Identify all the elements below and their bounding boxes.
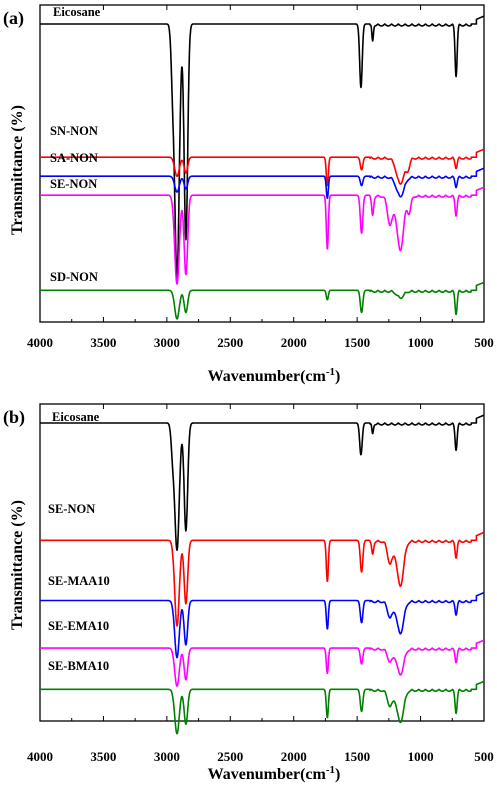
x-tick-label: 3000	[154, 335, 180, 350]
panel-label: (b)	[3, 407, 25, 428]
series-label: SE-BMA10	[48, 659, 109, 673]
series-label: SE-NON	[48, 502, 95, 516]
panel-label: (a)	[3, 8, 24, 29]
spectrum-line-eicosane	[39, 414, 485, 552]
x-tick-label: 1500	[344, 749, 370, 764]
x-tick-label: 3500	[90, 749, 116, 764]
x-tick-label: 2000	[281, 335, 307, 350]
x-tick-label: 3000	[154, 749, 180, 764]
x-tick-label: 1000	[408, 749, 434, 764]
x-tick-label: 2000	[281, 749, 307, 764]
spectrum-line-sn-non	[39, 148, 485, 187]
x-axis-title: Wavenumber(cm-1)	[208, 366, 341, 385]
series-label: SN-NON	[50, 124, 98, 138]
x-tick-label: 500	[474, 335, 494, 350]
spectrum-line-se-ema10	[39, 639, 485, 687]
x-tick-label: 4000	[27, 749, 53, 764]
series-label: Eicosane	[53, 5, 101, 19]
spectrum-line-sa-non	[39, 167, 485, 199]
x-tick-label: 2500	[217, 335, 243, 350]
x-tick-label: 1000	[408, 335, 434, 350]
spectrum-line-se-bma10	[39, 680, 485, 735]
series-label: SE-EMA10	[48, 619, 109, 633]
x-tick-label: 3500	[90, 335, 116, 350]
spectrum-line-se-maa10	[39, 591, 485, 659]
y-axis-title: Transmittance (%)	[9, 500, 26, 630]
plot-frame	[39, 4, 485, 323]
spectrum-line-eicosane	[39, 15, 485, 280]
series-label: SE-MAA10	[48, 574, 110, 588]
panel-b: 4000 3500 3000 2500 2000 1500 1000 500 Wavenumbe…	[3, 403, 494, 783]
plot-frame	[39, 403, 485, 722]
x-axis-title: Wavenumber(cm-1)	[208, 764, 341, 783]
series-label: SE-NON	[50, 177, 97, 191]
x-tick-label: 1500	[344, 335, 370, 350]
spectrum-line-se-non	[39, 531, 485, 627]
x-tick-label: 2500	[217, 749, 243, 764]
spectrum-line-sd-non	[39, 281, 485, 320]
x-tick-label: 500	[474, 749, 494, 764]
spectrum-line-se-non	[39, 186, 485, 285]
series-label: Eicosane	[52, 410, 100, 424]
x-tick-label: 4000	[27, 335, 53, 350]
series-label: SA-NON	[50, 151, 98, 165]
y-axis-title: Transmittance (%)	[9, 105, 26, 235]
panel-a: 4000 3500 3000 2500 2000 1500 1000 500 Wavenumbe…	[3, 4, 494, 385]
series-label: SD-NON	[50, 270, 98, 284]
